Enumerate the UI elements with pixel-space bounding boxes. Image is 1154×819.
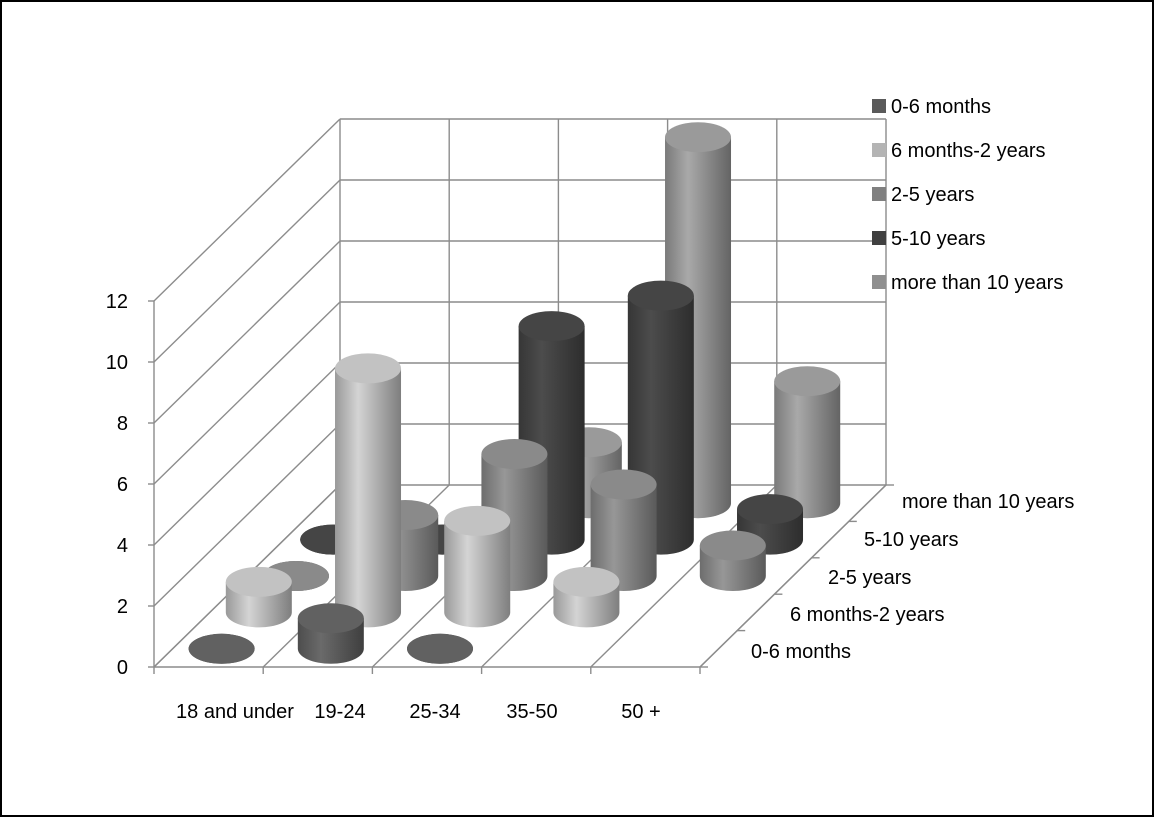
- side-wall-gridline: [153, 362, 341, 546]
- legend-swatch: [872, 187, 886, 201]
- bar-top: [481, 439, 548, 469]
- bar-top: [518, 311, 585, 342]
- side-wall-gridline: [153, 179, 341, 363]
- bar-top: [188, 633, 255, 664]
- bar-top: [335, 353, 402, 384]
- legend-item: 6 months-2 years: [872, 140, 1046, 162]
- legend-label: 0-6 months: [891, 96, 991, 118]
- bar-body: [774, 381, 841, 519]
- depth-tick-label: 6 months-2 years: [790, 604, 945, 626]
- bar-top: [737, 494, 804, 525]
- bar-6-months-2-years-19-24: [335, 353, 402, 628]
- bar-top: [627, 280, 694, 311]
- bar-top: [444, 505, 511, 536]
- x-tick-label: 19-24: [314, 701, 365, 723]
- legend-label: more than 10 years: [891, 272, 1063, 294]
- bar-top: [590, 469, 657, 500]
- legend-label: 6 months-2 years: [891, 140, 1046, 162]
- legend-swatch: [872, 275, 886, 289]
- bar-top: [774, 366, 841, 397]
- bar-top: [699, 530, 766, 561]
- bar-2-5-years-35-50: [590, 469, 657, 592]
- bar-6-months-2-years-18-and-under: [225, 566, 292, 628]
- depth-tick-label: 0-6 months: [751, 641, 851, 663]
- bar-top: [225, 566, 292, 597]
- x-tick-label: 35-50: [506, 701, 557, 723]
- bar-0-6-months-18-and-under: [188, 633, 255, 664]
- bar-6-months-2-years-25-34: [444, 505, 511, 628]
- bar-0-6-months-19-24: [297, 603, 364, 664]
- x-tick-labels: 18 and under 19-24 25-34 35-50 50 +: [176, 701, 661, 723]
- depth-tick-label: 5-10 years: [864, 529, 959, 551]
- side-wall-gridline: [153, 118, 341, 302]
- legend-swatch: [872, 231, 886, 245]
- depth-tick-label: more than 10 years: [902, 491, 1074, 513]
- bar-top: [407, 633, 474, 664]
- legend-item: 2-5 years: [872, 184, 974, 206]
- legend-item: 5-10 years: [872, 228, 986, 250]
- bar-top: [665, 122, 732, 153]
- y-tick-label: 6: [117, 474, 128, 496]
- legend-label: 5-10 years: [891, 228, 986, 250]
- legend-item: 0-6 months: [872, 96, 991, 118]
- side-wall-gridline: [153, 240, 341, 424]
- y-tick-label: 0: [117, 657, 128, 679]
- bar-body: [590, 484, 657, 592]
- x-tick-label: 25-34: [409, 701, 460, 723]
- y-tick-label: 2: [117, 596, 128, 618]
- x-tick-label: 50 +: [621, 701, 660, 723]
- y-tick-label: 4: [117, 535, 128, 557]
- y-tick-label: 12: [106, 291, 128, 313]
- bars: [188, 122, 841, 664]
- x-tick-label: 18 and under: [176, 701, 294, 723]
- side-wall-gridline: [153, 301, 341, 485]
- legend-item: more than 10 years: [872, 272, 1063, 294]
- bar-body: [335, 368, 402, 628]
- bar-top: [297, 603, 364, 634]
- bar-2-5-years-50-+: [699, 530, 766, 592]
- bar-top: [553, 566, 620, 597]
- depth-axis-line: [699, 484, 887, 668]
- bar-more-than-10-years-50-+: [774, 366, 841, 519]
- y-tick-label: 10: [106, 352, 128, 374]
- legend-label: 2-5 years: [891, 184, 974, 206]
- legend-swatch: [872, 99, 886, 113]
- bar-body: [444, 520, 511, 628]
- depth-tick-label: 2-5 years: [828, 567, 911, 589]
- depth-tick-labels: 0-6 months 6 months-2 years 2-5 years 5-10 …: [751, 491, 1074, 663]
- y-tick-label: 8: [117, 413, 128, 435]
- bar-0-6-months-25-34: [407, 633, 474, 664]
- legend-swatch: [872, 143, 886, 157]
- y-tick-labels: 0 2 4 6 8 10 12: [106, 291, 128, 679]
- side-wall-gridline: [153, 423, 341, 607]
- legend: 0-6 months 6 months-2 years 2-5 years 5-10 …: [872, 96, 1063, 294]
- bar-6-months-2-years-35-50: [553, 566, 620, 628]
